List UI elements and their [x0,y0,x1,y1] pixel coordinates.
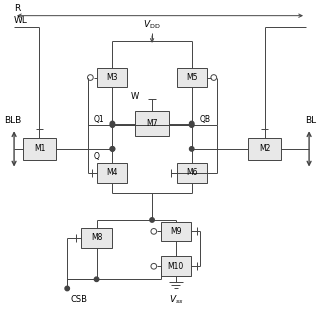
Text: QB: QB [200,115,211,124]
Text: $V_{\rm DD}$: $V_{\rm DD}$ [143,18,161,31]
Bar [135,111,169,136]
Circle shape [189,123,194,127]
Text: BLB: BLB [4,116,21,125]
Circle shape [110,147,115,151]
Text: M10: M10 [168,262,184,271]
Bar [97,68,127,87]
Text: M5: M5 [186,73,197,82]
Circle shape [110,123,115,127]
Text: M1: M1 [34,144,45,153]
Bar [177,163,207,182]
Text: Q1: Q1 [94,115,105,124]
Text: W: W [131,92,140,100]
Text: R: R [14,4,20,13]
Bar [82,228,112,248]
Circle shape [94,277,99,282]
Text: BL: BL [305,116,316,125]
Text: M6: M6 [186,168,197,177]
Circle shape [110,147,115,151]
Text: M7: M7 [146,119,158,128]
Bar [161,221,191,241]
Text: Q: Q [94,152,100,161]
Circle shape [65,286,69,291]
Text: CSB: CSB [70,295,87,304]
Text: M9: M9 [170,227,182,236]
Text: M3: M3 [107,73,118,82]
Text: M4: M4 [107,168,118,177]
Text: $V_{ss}$: $V_{ss}$ [169,293,183,306]
Circle shape [189,147,194,151]
Text: M2: M2 [259,144,270,153]
Circle shape [150,218,154,222]
Text: WL: WL [14,16,28,25]
Bar [23,138,56,160]
Bar [177,68,207,87]
Bar [248,138,281,160]
Bar [97,163,127,182]
Circle shape [189,121,194,126]
Bar [161,256,191,276]
Circle shape [110,121,115,126]
Text: M8: M8 [91,233,102,242]
